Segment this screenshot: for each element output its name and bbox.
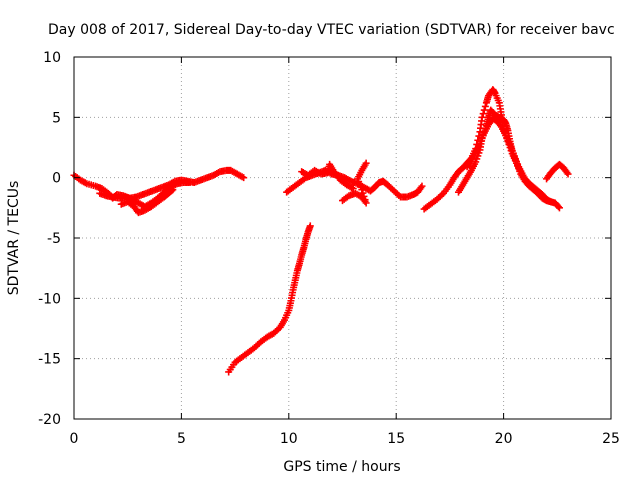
- y-tick-label: -15: [38, 352, 61, 368]
- data-point: [362, 159, 370, 167]
- x-axis-label: GPS time / hours: [283, 459, 400, 475]
- data-point: [240, 174, 248, 182]
- y-tick-label: -20: [38, 412, 61, 428]
- data-point: [555, 204, 563, 212]
- data-point: [478, 113, 486, 121]
- data-point: [554, 203, 562, 211]
- x-tick-label: 15: [387, 431, 405, 447]
- data-points: [70, 86, 572, 376]
- y-tick-label: -5: [47, 231, 61, 247]
- data-point: [361, 196, 369, 204]
- data-point: [186, 178, 194, 186]
- series-arc-3: [117, 186, 177, 217]
- data-point: [362, 199, 370, 207]
- data-point: [479, 110, 487, 118]
- series-arc-11: [543, 160, 572, 183]
- data-point: [417, 184, 425, 192]
- data-point: [169, 186, 177, 194]
- series-arc-6: [298, 160, 357, 193]
- data-point: [360, 192, 368, 200]
- data-point: [168, 187, 176, 195]
- chart-title: Day 008 of 2017, Sidereal Day-to-day VTE…: [48, 22, 615, 38]
- data-point: [496, 121, 504, 129]
- gridlines: [74, 57, 611, 419]
- y-tick-label: 5: [52, 110, 61, 126]
- y-tick-label: -10: [38, 291, 61, 307]
- data-point: [563, 169, 571, 177]
- x-tick-label: 20: [495, 431, 513, 447]
- data-point: [359, 189, 367, 197]
- series-arc-4: [225, 222, 314, 376]
- x-tick-label: 10: [280, 431, 298, 447]
- data-point: [519, 171, 527, 179]
- series-arc-7: [339, 159, 370, 207]
- data-point: [480, 106, 488, 114]
- y-tick-label: 10: [43, 50, 61, 66]
- x-tick-label: 0: [70, 431, 79, 447]
- x-tick-label: 25: [602, 431, 620, 447]
- data-point: [418, 182, 426, 190]
- y-tick-label: 0: [52, 171, 61, 187]
- series-arc-2: [96, 178, 194, 211]
- data-point: [306, 222, 314, 230]
- data-point: [564, 170, 572, 178]
- series-arc-10: [463, 115, 527, 179]
- y-tick-labels: -20 -15 -10 -5 0 5 10: [38, 50, 61, 428]
- x-tick-labels: 0 5 10 15 20 25: [70, 431, 620, 447]
- data-point: [547, 198, 555, 206]
- y-axis-label: SDTVAR / TECUs: [6, 181, 22, 296]
- axis-ticks: [73, 56, 612, 420]
- data-point: [481, 102, 489, 110]
- x-tick-label: 5: [177, 431, 186, 447]
